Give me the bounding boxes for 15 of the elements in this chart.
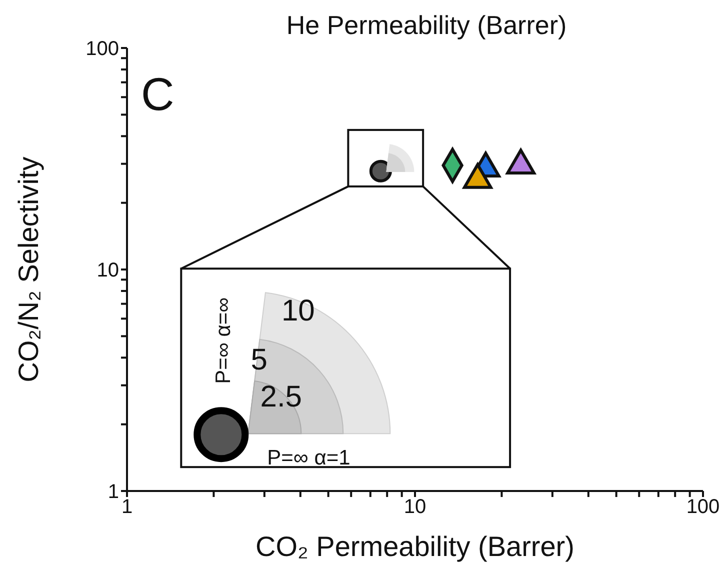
- annotation: P=∞ α=1: [267, 446, 350, 470]
- annotation: 5: [250, 344, 268, 377]
- text: He Permeability (Barrer): [286, 10, 567, 40]
- x-tick-label: 10: [404, 496, 426, 518]
- x-tick-label: 100: [686, 496, 720, 518]
- y-tick-label: 10: [96, 260, 119, 282]
- y-tick-label: 1: [108, 481, 119, 504]
- y-axis-title: CO₂/N₂ Selectivity: [12, 156, 44, 382]
- annotation: P=∞ α=∞: [212, 297, 236, 384]
- annotation: C: [141, 68, 174, 120]
- annotation: 2.5: [260, 380, 302, 414]
- annotation: 10: [281, 294, 315, 328]
- x-tick-label: 1: [121, 496, 133, 518]
- y-tick-label: 100: [86, 38, 119, 60]
- x-axis-title: CO₂ Permeability (Barrer): [256, 531, 574, 562]
